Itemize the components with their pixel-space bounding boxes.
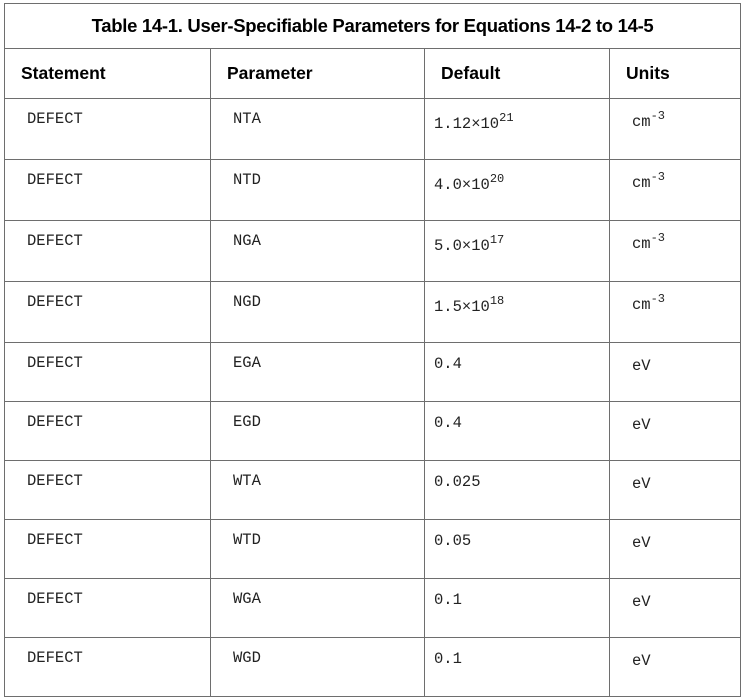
- default-mantissa: 1.5×10: [434, 298, 490, 316]
- default-mantissa: 0.4: [434, 355, 462, 373]
- caption-row: Table 14-1. User-Specifiable Parameters …: [3, 3, 742, 49]
- default-mantissa: 4.0×10: [434, 176, 490, 194]
- table-caption: Table 14-1. User-Specifiable Parameters …: [3, 3, 742, 49]
- table-row: DEFECT NTD 4.0×1020 cm-3: [4, 159, 742, 221]
- cell-statement: DEFECT: [4, 220, 211, 282]
- cell-statement: DEFECT: [4, 281, 211, 343]
- cell-default: 0.4: [424, 342, 610, 402]
- parameters-table: Table 14-1. User-Specifiable Parameters …: [3, 3, 742, 697]
- unit-base: eV: [632, 652, 651, 670]
- cell-parameter: NGA: [210, 220, 425, 282]
- header-default: Default: [424, 48, 610, 99]
- cell-units: cm-3: [608, 281, 742, 343]
- cell-default: 0.1: [424, 637, 610, 697]
- cell-statement: DEFECT: [4, 578, 211, 638]
- header-statement: Statement: [4, 48, 211, 99]
- unit-base: cm: [632, 296, 651, 314]
- default-mantissa: 0.1: [434, 591, 462, 609]
- unit-exponent: -3: [650, 231, 666, 245]
- unit-base: eV: [632, 475, 651, 493]
- table-row: DEFECT NTA 1.12×1021 cm-3: [4, 98, 742, 160]
- default-mantissa: 5.0×10: [434, 237, 490, 255]
- header-row: Statement Parameter Default Units: [4, 48, 742, 99]
- table-body: DEFECT NTA 1.12×1021 cm-3 DEFECT NTD 4.0×1020 c…: [4, 98, 742, 697]
- unit-exponent: -3: [650, 109, 666, 123]
- cell-units: eV: [608, 519, 742, 579]
- default-mantissa: 0.1: [434, 650, 462, 668]
- unit-exponent: -3: [650, 170, 666, 184]
- cell-default: 0.1: [424, 578, 610, 638]
- cell-statement: DEFECT: [4, 342, 211, 402]
- default-exponent: 17: [489, 233, 505, 247]
- cell-statement: DEFECT: [4, 401, 211, 461]
- cell-statement: DEFECT: [4, 519, 211, 579]
- default-mantissa: 0.025: [434, 473, 481, 491]
- table-row: DEFECT WTA 0.025 eV: [4, 460, 742, 520]
- cell-default: 0.025: [424, 460, 610, 520]
- table-row: DEFECT EGD 0.4 eV: [4, 401, 742, 461]
- default-exponent: 18: [489, 294, 505, 308]
- unit-base: cm: [632, 113, 651, 131]
- default-exponent: 21: [499, 111, 514, 125]
- default-mantissa: 1.12×10: [434, 115, 500, 133]
- cell-default: 0.05: [424, 519, 610, 579]
- unit-base: eV: [632, 593, 651, 611]
- cell-parameter: WGA: [210, 578, 425, 638]
- unit-base: cm: [632, 174, 651, 192]
- cell-units: eV: [608, 637, 742, 697]
- cell-units: eV: [608, 342, 742, 402]
- cell-default: 1.5×1018: [424, 281, 610, 343]
- table-row: DEFECT NGD 1.5×1018 cm-3: [4, 281, 742, 343]
- cell-default: 1.12×1021: [424, 98, 610, 160]
- cell-parameter: WTD: [210, 519, 425, 579]
- cell-parameter: NTD: [210, 159, 425, 221]
- header-parameter: Parameter: [210, 48, 425, 99]
- cell-default: 5.0×1017: [424, 220, 610, 282]
- default-mantissa: 0.4: [434, 414, 462, 432]
- unit-base: cm: [632, 235, 651, 253]
- default-exponent: 20: [489, 172, 505, 186]
- table-row: DEFECT EGA 0.4 eV: [4, 342, 742, 402]
- table-row: DEFECT WTD 0.05 eV: [4, 519, 742, 579]
- cell-units: cm-3: [608, 159, 742, 221]
- cell-parameter: NTA: [210, 98, 425, 160]
- cell-parameter: EGA: [210, 342, 425, 402]
- cell-units: cm-3: [608, 220, 742, 282]
- cell-statement: DEFECT: [4, 460, 211, 520]
- unit-base: eV: [632, 534, 651, 552]
- cell-statement: DEFECT: [4, 159, 211, 221]
- header-units: Units: [608, 48, 742, 99]
- cell-units: eV: [608, 401, 742, 461]
- table-row: DEFECT WGA 0.1 eV: [4, 578, 742, 638]
- cell-parameter: WGD: [210, 637, 425, 697]
- unit-base: eV: [632, 416, 651, 434]
- default-mantissa: 0.05: [434, 532, 472, 550]
- cell-parameter: EGD: [210, 401, 425, 461]
- unit-base: eV: [632, 357, 651, 375]
- cell-units: eV: [608, 460, 742, 520]
- cell-units: eV: [608, 578, 742, 638]
- cell-statement: DEFECT: [4, 637, 211, 697]
- cell-default: 4.0×1020: [424, 159, 610, 221]
- cell-parameter: NGD: [210, 281, 425, 343]
- cell-parameter: WTA: [210, 460, 425, 520]
- table-row: DEFECT WGD 0.1 eV: [4, 637, 742, 697]
- unit-exponent: -3: [650, 292, 666, 306]
- cell-units: cm-3: [608, 98, 742, 160]
- cell-default: 0.4: [424, 401, 610, 461]
- table-row: DEFECT NGA 5.0×1017 cm-3: [4, 220, 742, 282]
- cell-statement: DEFECT: [4, 98, 211, 160]
